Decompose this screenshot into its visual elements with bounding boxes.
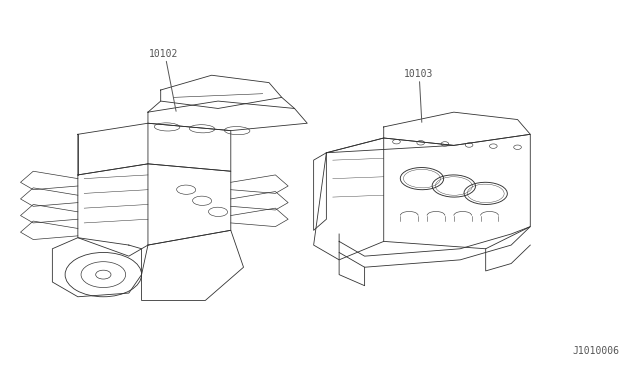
Text: J1010006: J1010006 [573,346,620,356]
Text: 10102: 10102 [149,49,179,59]
Text: 10103: 10103 [404,69,433,79]
